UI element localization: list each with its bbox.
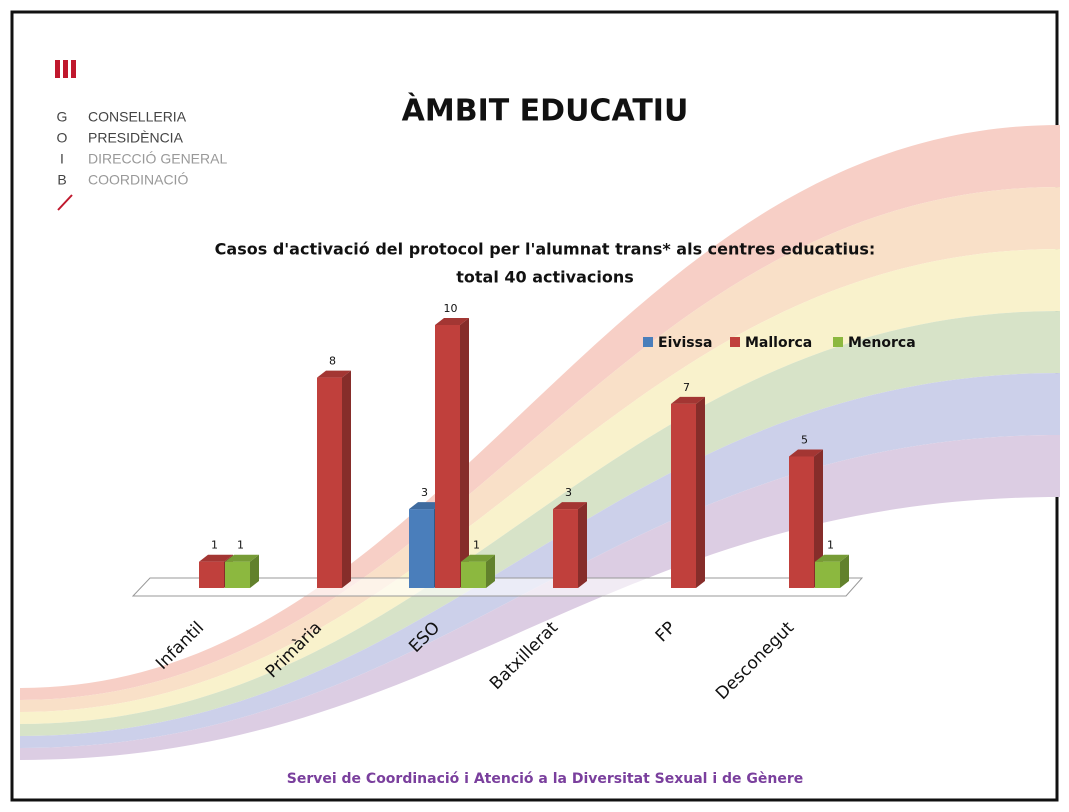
data-label: 3 — [565, 486, 572, 499]
logo-mark — [63, 60, 68, 78]
bar-top — [815, 554, 849, 562]
bar-top — [461, 554, 495, 562]
bar-side — [342, 370, 351, 588]
legend-swatch — [730, 337, 740, 347]
bar-front — [317, 377, 342, 588]
bar-top — [225, 554, 259, 562]
logo-mark — [71, 60, 76, 78]
rainbow-band — [20, 125, 1060, 700]
logo-letter: G — [57, 109, 68, 125]
bar-front — [815, 561, 840, 588]
bar-top — [409, 502, 443, 510]
bar-front — [199, 561, 224, 588]
bar-top — [553, 502, 587, 510]
data-label: 3 — [421, 486, 428, 499]
rainbow-band — [20, 249, 1060, 724]
data-label: 7 — [683, 381, 690, 394]
bar — [461, 554, 495, 588]
data-label: 1 — [827, 539, 834, 552]
slide-title: ÀMBIT EDUCATIU — [402, 93, 689, 129]
bar-side — [486, 554, 495, 588]
footer: Servei de Coordinació i Atenció a la Div… — [287, 771, 804, 787]
logo-text: DIRECCIÓ GENERAL — [88, 151, 227, 167]
bar-side — [250, 554, 259, 588]
bar-front — [409, 509, 434, 588]
bar-front — [225, 561, 250, 588]
legend-label: Eivissa — [658, 335, 712, 351]
logo-slash — [57, 194, 73, 211]
bar-front — [435, 325, 460, 588]
logo-letter: B — [57, 172, 66, 188]
bar — [815, 554, 849, 588]
chart-title: Casos d'activació del protocol per l'alu… — [215, 240, 876, 259]
bar-side — [460, 318, 469, 588]
bar-front — [789, 456, 814, 588]
legend-label: Mallorca — [745, 335, 812, 351]
bar-top — [435, 318, 469, 325]
bar-side — [840, 554, 849, 588]
bar — [553, 502, 587, 588]
bar — [317, 370, 351, 588]
legend-swatch — [643, 337, 653, 347]
logo-text: CONSELLERIA — [88, 109, 187, 125]
bar-front — [553, 509, 578, 588]
logo-letter: O — [57, 130, 68, 146]
data-label: 1 — [237, 539, 244, 552]
data-label: 8 — [329, 355, 336, 368]
rainbow-band — [20, 311, 1060, 736]
logo-letter: I — [60, 151, 64, 167]
bar — [671, 396, 705, 588]
bar-top — [671, 396, 705, 404]
bar-side — [696, 396, 705, 588]
data-label: 1 — [473, 539, 480, 552]
bar-top — [199, 554, 233, 562]
bar-top — [317, 370, 351, 378]
data-label: 5 — [801, 434, 808, 447]
bar-top — [789, 449, 823, 457]
logo: G CONSELLERIA O PRESIDÈNCIA I DIRECCIÓ G… — [55, 60, 227, 211]
data-label: 10 — [444, 302, 458, 315]
logo-mark — [55, 60, 60, 78]
legend-label: Menorca — [848, 335, 916, 351]
bar — [435, 318, 469, 588]
bar — [789, 449, 823, 588]
bar-side — [578, 502, 587, 588]
bar-side — [814, 449, 823, 588]
legend-swatch — [833, 337, 843, 347]
bar — [225, 554, 259, 588]
bar-front — [461, 561, 486, 588]
logo-text: COORDINACIÓ — [88, 172, 188, 188]
logo-text: PRESIDÈNCIA — [88, 130, 184, 146]
rainbow-band — [20, 187, 1060, 712]
chart-title: total 40 activacions — [456, 268, 634, 287]
bar-front — [671, 403, 696, 588]
data-label: 1 — [211, 539, 218, 552]
